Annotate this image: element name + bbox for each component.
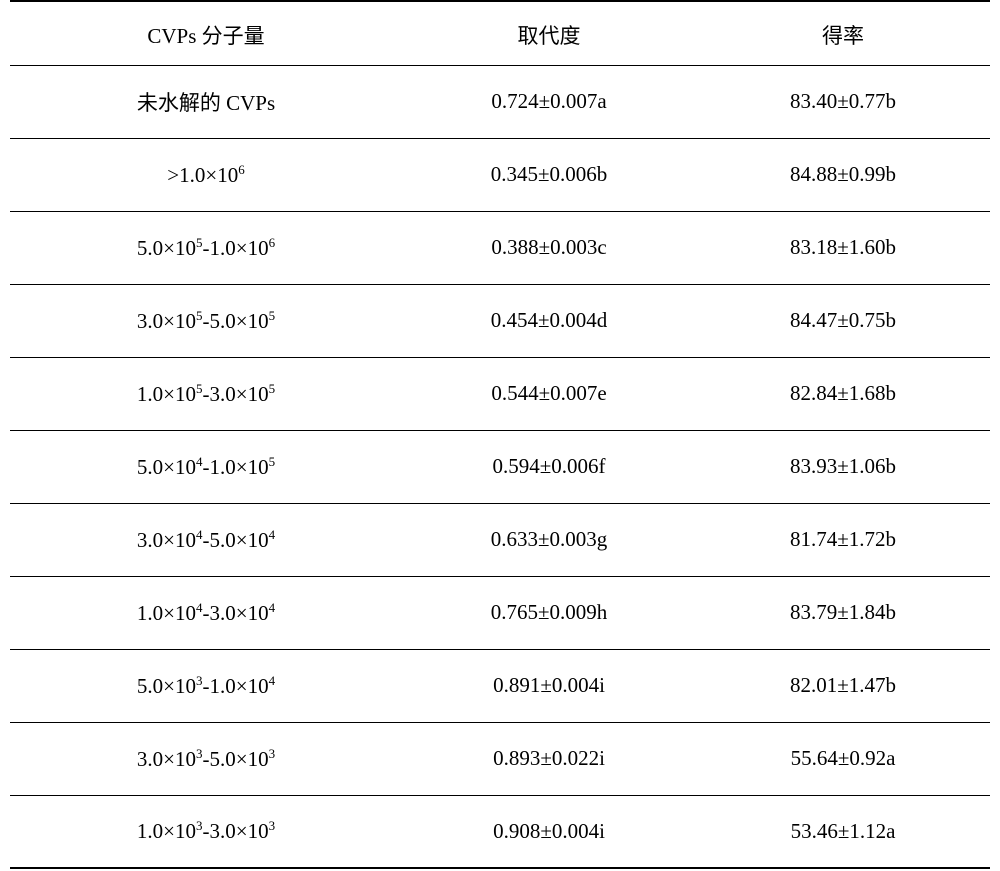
cell-substitution-degree: 0.891±0.004i — [402, 649, 696, 722]
table-row: 3.0×104-5.0×1040.633±0.003g81.74±1.72b — [10, 503, 990, 576]
cell-substitution-degree: 0.345±0.006b — [402, 138, 696, 211]
cell-molecular-weight: 1.0×105-3.0×105 — [10, 357, 402, 430]
cell-substitution-degree: 0.633±0.003g — [402, 503, 696, 576]
cell-molecular-weight: 1.0×103-3.0×103 — [10, 795, 402, 868]
table-row: 1.0×104-3.0×1040.765±0.009h83.79±1.84b — [10, 576, 990, 649]
cell-molecular-weight: 1.0×104-3.0×104 — [10, 576, 402, 649]
cell-yield: 81.74±1.72b — [696, 503, 990, 576]
cell-substitution-degree: 0.765±0.009h — [402, 576, 696, 649]
cell-yield: 84.88±0.99b — [696, 138, 990, 211]
cell-yield: 82.01±1.47b — [696, 649, 990, 722]
cell-yield: 83.93±1.06b — [696, 430, 990, 503]
table-row: 3.0×105-5.0×1050.454±0.004d84.47±0.75b — [10, 284, 990, 357]
table-row: 3.0×103-5.0×1030.893±0.022i55.64±0.92a — [10, 722, 990, 795]
header-col2: 取代度 — [402, 1, 696, 65]
table-row: 5.0×105-1.0×1060.388±0.003c83.18±1.60b — [10, 211, 990, 284]
cell-molecular-weight: 5.0×103-1.0×104 — [10, 649, 402, 722]
cell-molecular-weight: >1.0×106 — [10, 138, 402, 211]
table-row: 5.0×103-1.0×1040.891±0.004i82.01±1.47b — [10, 649, 990, 722]
table-row: 未水解的 CVPs0.724±0.007a83.40±0.77b — [10, 65, 990, 138]
cell-molecular-weight: 3.0×103-5.0×103 — [10, 722, 402, 795]
cell-yield: 82.84±1.68b — [696, 357, 990, 430]
header-row: CVPs 分子量 取代度 得率 — [10, 1, 990, 65]
cell-molecular-weight: 3.0×104-5.0×104 — [10, 503, 402, 576]
cell-substitution-degree: 0.544±0.007e — [402, 357, 696, 430]
cell-yield: 84.47±0.75b — [696, 284, 990, 357]
table-header: CVPs 分子量 取代度 得率 — [10, 1, 990, 65]
cell-yield: 83.79±1.84b — [696, 576, 990, 649]
cell-yield: 83.40±0.77b — [696, 65, 990, 138]
cell-molecular-weight: 5.0×104-1.0×105 — [10, 430, 402, 503]
cell-substitution-degree: 0.893±0.022i — [402, 722, 696, 795]
header-col1: CVPs 分子量 — [10, 1, 402, 65]
header-col3: 得率 — [696, 1, 990, 65]
cell-yield: 83.18±1.60b — [696, 211, 990, 284]
table-row: 5.0×104-1.0×1050.594±0.006f83.93±1.06b — [10, 430, 990, 503]
cell-molecular-weight: 3.0×105-5.0×105 — [10, 284, 402, 357]
cell-molecular-weight: 5.0×105-1.0×106 — [10, 211, 402, 284]
table-row: >1.0×1060.345±0.006b84.88±0.99b — [10, 138, 990, 211]
cell-substitution-degree: 0.724±0.007a — [402, 65, 696, 138]
cell-substitution-degree: 0.594±0.006f — [402, 430, 696, 503]
cell-substitution-degree: 0.908±0.004i — [402, 795, 696, 868]
cell-yield: 53.46±1.12a — [696, 795, 990, 868]
table-row: 1.0×103-3.0×1030.908±0.004i53.46±1.12a — [10, 795, 990, 868]
cell-molecular-weight: 未水解的 CVPs — [10, 65, 402, 138]
table-row: 1.0×105-3.0×1050.544±0.007e82.84±1.68b — [10, 357, 990, 430]
cell-substitution-degree: 0.454±0.004d — [402, 284, 696, 357]
data-table: CVPs 分子量 取代度 得率 未水解的 CVPs0.724±0.007a83.… — [10, 0, 990, 869]
cell-yield: 55.64±0.92a — [696, 722, 990, 795]
table-body: 未水解的 CVPs0.724±0.007a83.40±0.77b>1.0×106… — [10, 65, 990, 868]
cell-substitution-degree: 0.388±0.003c — [402, 211, 696, 284]
data-table-container: CVPs 分子量 取代度 得率 未水解的 CVPs0.724±0.007a83.… — [10, 0, 990, 871]
